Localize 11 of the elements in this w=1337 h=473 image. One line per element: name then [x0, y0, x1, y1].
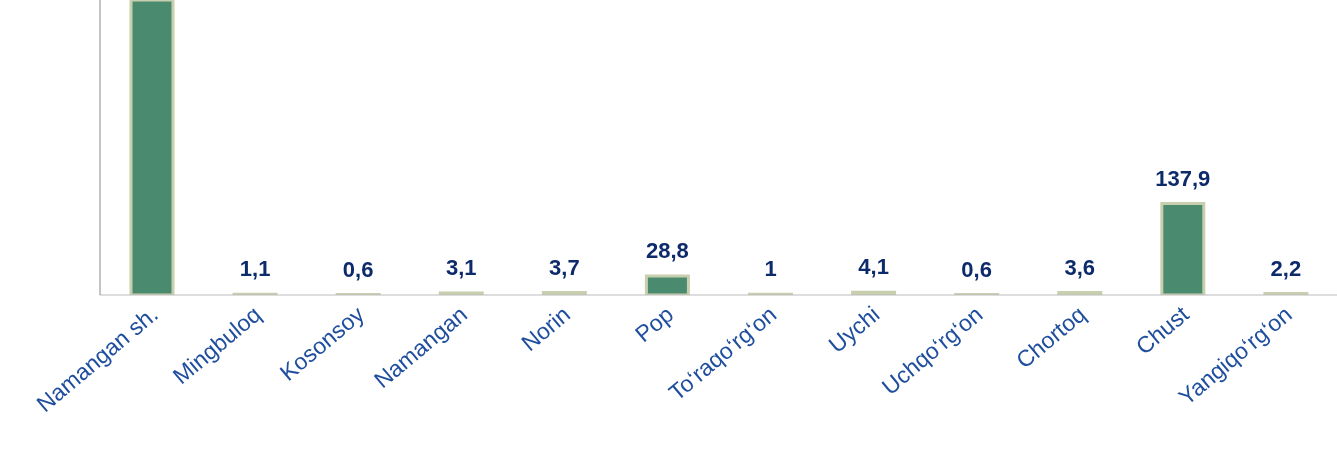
data-label: 1	[764, 256, 777, 282]
data-label: 0,6	[342, 256, 374, 282]
data-label: 1,1	[239, 256, 271, 282]
data-label: 137,9	[1155, 165, 1211, 191]
data-label: 28,8	[646, 237, 689, 263]
data-label: 0,6	[961, 256, 992, 282]
data-label: 3,7	[549, 254, 580, 280]
data-label: 3,1	[445, 254, 477, 280]
data-label: 2,2	[1270, 255, 1302, 281]
data-label: 4,1	[858, 254, 889, 280]
data-label: 3,6	[1064, 254, 1096, 280]
